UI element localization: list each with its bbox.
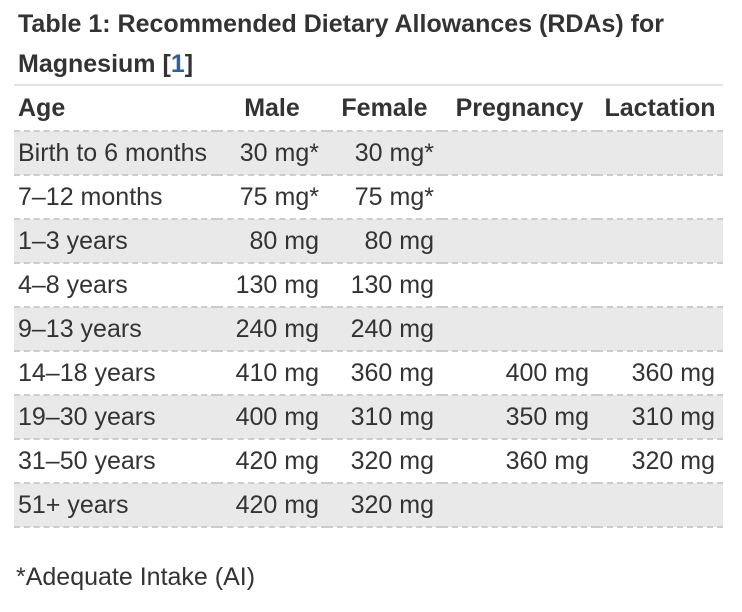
column-header-pregnancy: Pregnancy (442, 85, 597, 132)
table-row: 31–50 years 420 mg 320 mg 360 mg 320 mg (14, 439, 723, 484)
age-cell: 4–8 years (14, 263, 217, 308)
lactation-cell (597, 483, 723, 528)
pregnancy-cell (442, 307, 597, 352)
female-cell: 320 mg (327, 483, 442, 528)
column-header-female: Female (327, 85, 442, 132)
rda-magnesium-table: Age Male Female Pregnancy Lactation Birt… (14, 84, 723, 528)
male-cell: 400 mg (217, 395, 327, 440)
pregnancy-cell: 360 mg (442, 439, 597, 484)
lactation-cell (597, 263, 723, 308)
female-cell: 240 mg (327, 307, 442, 352)
age-cell: 19–30 years (14, 395, 217, 440)
table-row: 9–13 years 240 mg 240 mg (14, 307, 723, 352)
pregnancy-cell (442, 219, 597, 264)
reference-bracket-open: [ (155, 50, 171, 78)
male-cell: 420 mg (217, 483, 327, 528)
lactation-cell (597, 175, 723, 220)
female-cell: 130 mg (327, 263, 442, 308)
table-row: 7–12 months 75 mg* 75 mg* (14, 175, 723, 220)
table-header-row: Age Male Female Pregnancy Lactation (14, 85, 723, 132)
male-cell: 420 mg (217, 439, 327, 484)
table-row: 14–18 years 410 mg 360 mg 400 mg 360 mg (14, 351, 723, 396)
female-cell: 80 mg (327, 219, 442, 264)
page-container: Table 1: Recommended Dietary Allowances … (14, 4, 723, 591)
age-cell: 31–50 years (14, 439, 217, 484)
table-row: Birth to 6 months 30 mg* 30 mg* (14, 131, 723, 176)
column-header-male: Male (217, 85, 327, 132)
pregnancy-cell: 350 mg (442, 395, 597, 440)
pregnancy-cell (442, 263, 597, 308)
lactation-cell (597, 131, 723, 176)
pregnancy-cell (442, 131, 597, 176)
age-cell: 14–18 years (14, 351, 217, 396)
age-cell: Birth to 6 months (14, 131, 217, 176)
male-cell: 80 mg (217, 219, 327, 264)
table-header: Age Male Female Pregnancy Lactation (14, 85, 723, 132)
pregnancy-cell: 400 mg (442, 351, 597, 396)
reference-link[interactable]: 1 (170, 50, 185, 78)
lactation-cell (597, 219, 723, 264)
table-title-text: Table 1: Recommended Dietary Allowances … (18, 10, 664, 78)
table-body: Birth to 6 months 30 mg* 30 mg* 7–12 mon… (14, 131, 723, 528)
footnote-adequate-intake: *Adequate Intake (AI) (16, 563, 256, 591)
female-cell: 30 mg* (327, 131, 442, 176)
female-cell: 310 mg (327, 395, 442, 440)
column-header-lactation: Lactation (597, 85, 723, 132)
age-cell: 51+ years (14, 483, 217, 528)
reference-bracket-close: ] (184, 50, 194, 78)
table-row: 51+ years 420 mg 320 mg (14, 483, 723, 528)
age-cell: 9–13 years (14, 307, 217, 352)
male-cell: 30 mg* (217, 131, 327, 176)
table-title: Table 1: Recommended Dietary Allowances … (14, 4, 723, 84)
female-cell: 360 mg (327, 351, 442, 396)
age-cell: 7–12 months (14, 175, 217, 220)
male-cell: 410 mg (217, 351, 327, 396)
lactation-cell: 320 mg (597, 439, 723, 484)
pregnancy-cell (442, 175, 597, 220)
table-row: 4–8 years 130 mg 130 mg (14, 263, 723, 308)
male-cell: 130 mg (217, 263, 327, 308)
male-cell: 240 mg (217, 307, 327, 352)
table-row: 19–30 years 400 mg 310 mg 350 mg 310 mg (14, 395, 723, 440)
lactation-cell: 360 mg (597, 351, 723, 396)
female-cell: 75 mg* (327, 175, 442, 220)
age-cell: 1–3 years (14, 219, 217, 264)
lactation-cell: 310 mg (597, 395, 723, 440)
male-cell: 75 mg* (217, 175, 327, 220)
female-cell: 320 mg (327, 439, 442, 484)
pregnancy-cell (442, 483, 597, 528)
table-row: 1–3 years 80 mg 80 mg (14, 219, 723, 264)
lactation-cell (597, 307, 723, 352)
column-header-age: Age (14, 85, 217, 132)
